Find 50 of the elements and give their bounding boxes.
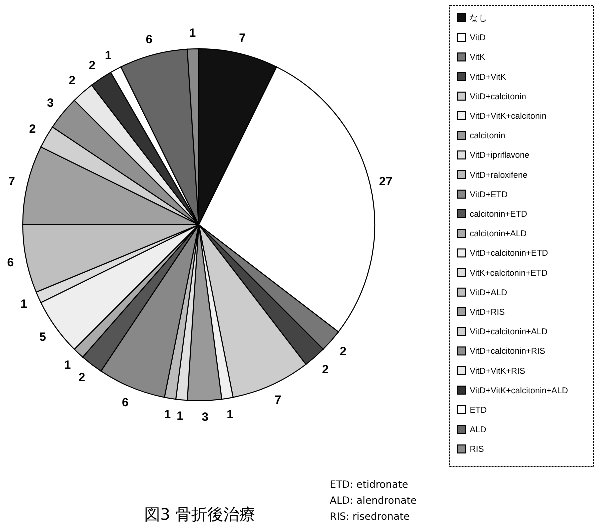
legend-label: calcitonin+ALD bbox=[470, 228, 527, 239]
data-label: 3 bbox=[47, 96, 54, 110]
legend-label: VitD+RIS bbox=[470, 307, 506, 317]
legend-label: VitD bbox=[470, 32, 486, 43]
legend-label: VitD+calcitonin+ALD bbox=[470, 326, 548, 337]
data-label: 6 bbox=[122, 395, 130, 410]
data-label: 7 bbox=[274, 392, 282, 407]
legend-label: VitK+calcitonin+ETD bbox=[470, 268, 548, 278]
text: ETD: etidronate bbox=[330, 480, 408, 491]
data-label: 6 bbox=[146, 32, 153, 47]
legend-label: VitD+ipriflavone bbox=[470, 150, 530, 160]
legend-label: なし bbox=[470, 13, 488, 23]
legend-label: RIS bbox=[470, 444, 484, 454]
legend-label: ETD bbox=[470, 405, 487, 415]
legend-label: VitD+VitK+RIS bbox=[470, 366, 526, 376]
legend-label: VitK bbox=[470, 52, 486, 62]
data-label: 1 bbox=[176, 409, 184, 424]
text: ALD: alendronate bbox=[330, 496, 417, 507]
text: 図3 骨折後治療 bbox=[144, 505, 256, 524]
data-label: 7 bbox=[239, 31, 246, 46]
data-label: 3 bbox=[202, 410, 209, 424]
legend-label: VitD+calcitonin bbox=[470, 91, 527, 102]
data-label: 1 bbox=[105, 48, 112, 63]
data-label: 2 bbox=[29, 122, 36, 136]
text: RIS: risedronate bbox=[330, 512, 410, 523]
legend-label: VitD+ETD bbox=[470, 189, 508, 200]
legend-label: VitD+calcitonin+RIS bbox=[470, 346, 546, 356]
legend-label: calcitonin+ETD bbox=[470, 209, 528, 219]
data-label: 27 bbox=[379, 174, 393, 188]
data-label: 1 bbox=[164, 407, 172, 422]
data-label: 1 bbox=[20, 297, 28, 312]
legend-label: VitD+calcitonin+ETD bbox=[470, 248, 548, 258]
data-label: 2 bbox=[78, 370, 86, 384]
legend-label: VitD+VitK+calcitonin bbox=[470, 111, 547, 121]
data-label: 7 bbox=[8, 174, 16, 188]
data-label: 2 bbox=[88, 58, 96, 72]
data-label: 6 bbox=[7, 255, 14, 270]
legend-label: calcitonin bbox=[470, 130, 506, 141]
data-label: 5 bbox=[40, 330, 47, 344]
data-label: 2 bbox=[322, 362, 330, 376]
legend-label: VitD+ALD bbox=[470, 287, 508, 298]
legend-label: ALD bbox=[470, 424, 487, 435]
data-label: 1 bbox=[226, 407, 234, 422]
data-label: 2 bbox=[69, 74, 76, 88]
legend-label: VitD+VitK+calcitonin+ALD bbox=[470, 385, 568, 396]
data-label: 1 bbox=[189, 26, 196, 40]
data-label: 2 bbox=[340, 344, 348, 359]
data-label: 1 bbox=[64, 358, 72, 372]
legend-label: VitD+raloxifene bbox=[470, 170, 528, 180]
legend-label: VitD+VitK bbox=[470, 72, 507, 82]
